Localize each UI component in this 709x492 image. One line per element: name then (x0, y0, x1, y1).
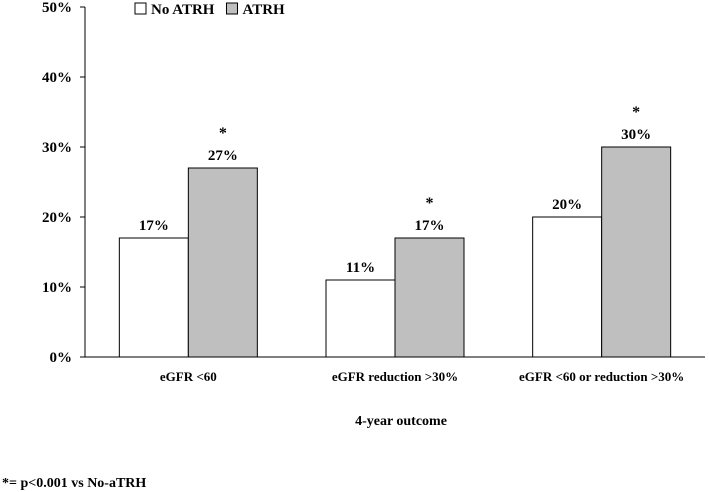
bar-value-label: 17% (415, 218, 445, 234)
significance-footnote: *= p<0.001 vs No-aTRH (2, 476, 146, 491)
category-labels: eGFR <60 eGFR reduction >30% eGFR <60 or r… (160, 369, 684, 384)
bar-value-label: 17% (139, 218, 169, 234)
bar-value-label: 27% (208, 148, 238, 164)
y-tick-label: 50% (42, 0, 72, 16)
bar (532, 216, 603, 358)
bar-value-label: 20% (552, 197, 582, 213)
significance-marker: * (219, 125, 227, 142)
y-tick-label: 40% (42, 70, 72, 86)
y-tick-label: 0% (50, 350, 73, 366)
bar (394, 237, 465, 358)
bar-value-label: 30% (621, 127, 651, 143)
bar (118, 237, 189, 358)
significance-marker: * (632, 104, 640, 121)
legend-swatch (225, 2, 238, 15)
bar (187, 167, 258, 358)
legend: No ATRH ATRH (134, 2, 285, 18)
bar-value-label: 11% (346, 260, 375, 276)
x-tick-label: eGFR reduction >30% (332, 369, 458, 384)
x-axis-title: 4-year outcome (355, 414, 447, 429)
y-tick-label: 30% (42, 140, 72, 156)
bar (601, 146, 672, 358)
y-axis-ticks: 0% 10% 20% 30% 40% 50% (42, 0, 85, 366)
bar (325, 279, 396, 358)
x-tick-label: eGFR <60 (160, 369, 217, 384)
legend-label: ATRH (242, 2, 285, 18)
legend-label: No ATRH (151, 2, 215, 18)
significance-marker: * (426, 195, 434, 212)
x-tick-label: eGFR <60 or reduction >30% (519, 369, 684, 384)
y-tick-label: 20% (42, 210, 72, 226)
y-tick-label: 10% (42, 280, 72, 296)
legend-swatch (134, 2, 147, 15)
bars: 17% 27% * 11% 17% * 20% 30% * (118, 104, 672, 358)
